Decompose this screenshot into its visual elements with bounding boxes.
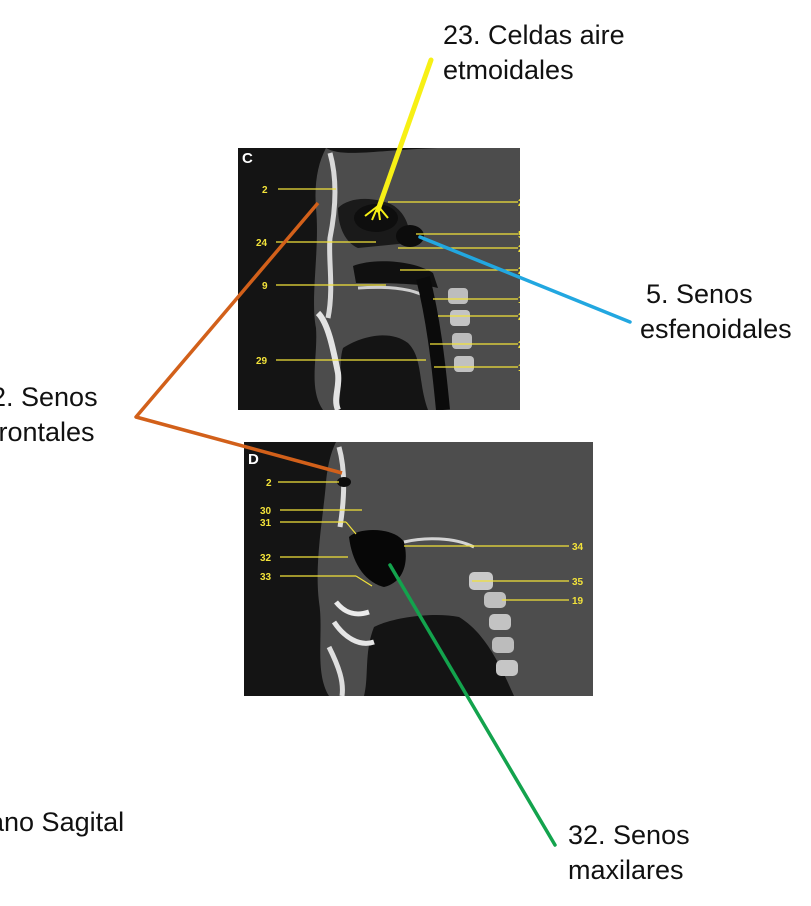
callout-maxillary: 32. Senos maxilares [568, 818, 690, 888]
callout-frontal-line2: frontales [0, 417, 95, 447]
plane-label: Plano Sagital [0, 807, 125, 837]
d-label-31: 31 [260, 518, 272, 529]
ct-panel-d: D 2 30 31 32 33 34 35 19 [244, 442, 593, 696]
d-label-32: 32 [260, 553, 272, 564]
callout-frontal: 2. Senos frontales [0, 380, 98, 450]
callout-ethmoid-line2: etmoidales [443, 55, 574, 85]
c-label-5: 5 [518, 230, 520, 241]
ct-image-d: D 2 30 31 32 33 34 35 19 [244, 442, 593, 696]
callout-sphenoid-line2: esfenoidales [640, 314, 792, 344]
panel-d-letter: D [248, 451, 259, 468]
callout-sphenoid: 5. Senos esfenoidales [640, 277, 792, 347]
c-label-26: 26 [518, 266, 520, 277]
c-label-27: 27 [518, 312, 520, 323]
c-label-2: 2 [262, 185, 268, 196]
d-label-2: 2 [266, 478, 272, 489]
d-label-34: 34 [572, 542, 584, 553]
c-label-28: 28 [518, 340, 520, 351]
d-label-35: 35 [572, 577, 584, 588]
callout-maxillary-line2: maxilares [568, 855, 684, 885]
ct-panel-c: C 2 24 9 29 23 5 25 26 15 27 28 14 [238, 148, 520, 410]
c-label-25: 25 [518, 244, 520, 255]
callout-sphenoid-line1: 5. Senos [646, 279, 753, 309]
d-label-30: 30 [260, 506, 272, 517]
callout-ethmoid: 23. Celdas aire etmoidales [443, 18, 625, 88]
c-label-23: 23 [518, 198, 520, 209]
callout-frontal-line1: 2. Senos [0, 382, 98, 412]
d-label-19: 19 [572, 596, 584, 607]
c-label-24: 24 [256, 238, 268, 249]
callout-maxillary-line1: 32. Senos [568, 820, 690, 850]
callout-ethmoid-line1: 23. Celdas aire [443, 20, 625, 50]
c-label-9: 9 [262, 281, 268, 292]
ct-image-c: C 2 24 9 29 23 5 25 26 15 27 28 14 [238, 148, 520, 410]
panel-c-letter: C [242, 150, 253, 167]
c-label-15: 15 [518, 295, 520, 306]
c-label-29: 29 [256, 356, 268, 367]
c-label-14: 14 [518, 363, 520, 374]
d-label-33: 33 [260, 572, 272, 583]
